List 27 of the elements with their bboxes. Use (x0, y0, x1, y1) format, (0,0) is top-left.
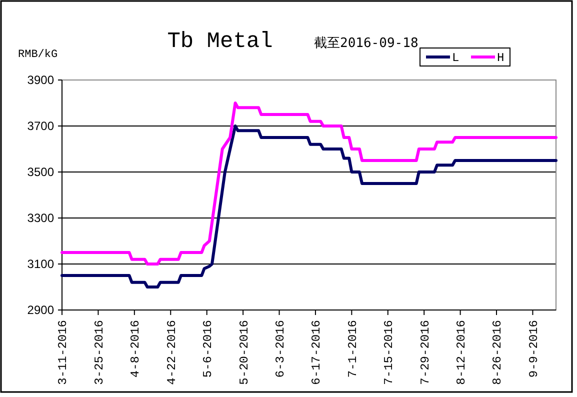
y-tick-label: 3500 (27, 165, 54, 180)
y-tick-label: 2900 (27, 303, 54, 318)
line-series (60, 102, 558, 266)
legend-label: L (452, 51, 460, 66)
x-tick-label: 8-12-2016 (454, 320, 469, 385)
y-axis-title: RMB/kG (18, 49, 58, 61)
x-tick-label: 3-25-2016 (92, 320, 106, 385)
x-tick-label: 4-22-2016 (164, 320, 179, 385)
x-tick-label: 8-26-2016 (490, 320, 505, 385)
x-tick-label: 9-9-2016 (526, 320, 541, 378)
x-tick-label: 7-1-2016 (346, 320, 360, 378)
x-tick-label: 5-20-2016 (237, 320, 252, 385)
x-tick-label: 3-11-2016 (56, 320, 70, 385)
x-tick-label: 7-15-2016 (382, 320, 396, 385)
legend-label: H (497, 51, 504, 66)
y-tick-label: 3300 (27, 211, 54, 226)
y-tick-label: 3900 (27, 73, 54, 88)
y-tick-label: 3700 (27, 119, 54, 134)
x-tick-label: 4-8-2016 (128, 320, 143, 378)
x-tick-label: 6-17-2016 (310, 320, 324, 385)
line-series (60, 124, 558, 288)
x-tick-label: 6-3-2016 (273, 320, 288, 378)
chart-title: Tb Metal (167, 29, 273, 54)
x-tick-label: 7-29-2016 (418, 320, 432, 385)
chart-subtitle: 截至2016-09-18 (314, 36, 418, 51)
y-tick-label: 3100 (27, 257, 54, 272)
x-tick-label: 5-6-2016 (201, 320, 216, 378)
